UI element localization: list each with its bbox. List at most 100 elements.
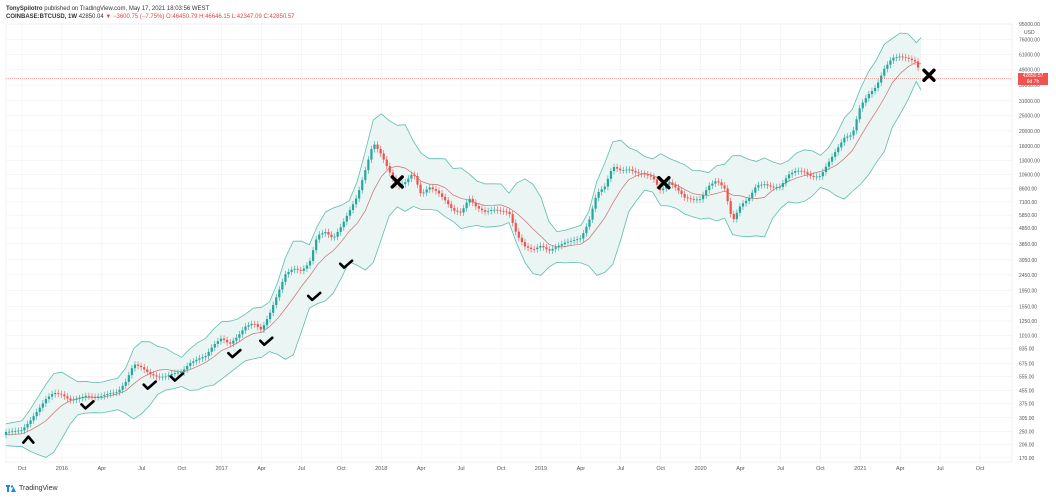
candle-body	[35, 411, 38, 417]
candle-body	[11, 431, 14, 433]
candle-body	[809, 174, 812, 176]
price-tag-value: 42850.57	[1022, 72, 1044, 79]
candle-body	[662, 188, 665, 191]
candle-body	[778, 186, 781, 188]
y-tick-label: 95000.00	[1019, 22, 1040, 28]
candle-body	[281, 281, 284, 290]
y-tick-label: 1010.00	[1019, 334, 1037, 340]
y-tick-label: 835.00	[1019, 347, 1035, 353]
candle-body	[625, 169, 628, 171]
candle-body	[615, 167, 619, 169]
candle-body	[873, 87, 877, 92]
y-tick-label: 7100.00	[1019, 200, 1037, 206]
candle-body	[803, 171, 806, 173]
candle-body	[514, 222, 517, 232]
symbol-label[interactable]: COINBASE:BTCUSD, 1W	[6, 14, 78, 20]
candle-body	[324, 232, 327, 234]
y-tick-label: 675.00	[1019, 361, 1035, 367]
x-tick-label: Oct	[337, 466, 346, 472]
bollinger-upper-band	[5, 32, 922, 425]
candle-body	[772, 186, 775, 188]
candle-body	[164, 376, 167, 378]
candle-body	[465, 202, 468, 209]
x-tick-label: Oct	[177, 466, 186, 472]
candle-body	[907, 57, 910, 59]
candle-body	[852, 130, 855, 136]
candle-body	[493, 209, 496, 211]
candle-body	[738, 206, 742, 213]
candle-body	[904, 57, 907, 58]
candle-body	[447, 200, 450, 205]
candle-body	[437, 190, 441, 194]
candle-body	[686, 197, 689, 199]
candle-body	[219, 338, 223, 342]
candle-body	[75, 399, 78, 400]
candle-body	[133, 364, 137, 369]
x-marker	[390, 175, 404, 189]
candle-body	[557, 245, 560, 248]
candle-body	[57, 392, 60, 394]
y-tick-label: 555.00	[1019, 375, 1035, 381]
candle-body	[600, 189, 603, 192]
candle-body	[354, 198, 358, 205]
candle-body	[14, 430, 17, 432]
x-tick-label: Oct	[497, 466, 506, 472]
candle-body	[471, 198, 474, 203]
candle-body	[213, 343, 216, 348]
candle-body	[29, 420, 32, 425]
candle-body	[364, 170, 367, 181]
bollinger-band-fill	[6, 33, 921, 458]
x-tick-label: Apr	[577, 466, 586, 472]
candle-body	[462, 208, 465, 213]
candle-body	[186, 365, 189, 370]
candle-body	[551, 248, 554, 251]
publisher-name[interactable]: TonySpilotro	[6, 6, 43, 12]
y-tick-label: 250.00	[1019, 429, 1035, 435]
x-tick-label: 2018	[375, 466, 387, 472]
candle-body	[840, 142, 843, 148]
x-tick-label: Apr	[257, 466, 266, 472]
x-tick-label: 2016	[56, 466, 68, 472]
candle-body	[517, 231, 520, 238]
candle-body	[864, 98, 867, 103]
candle-body	[483, 210, 487, 212]
y-tick-label: 13000.00	[1019, 158, 1040, 164]
candle-body	[695, 199, 699, 201]
candle-body	[754, 187, 757, 193]
candle-body	[834, 152, 837, 157]
candle-body	[781, 183, 785, 187]
candle-body	[680, 190, 683, 195]
candle-body	[566, 241, 570, 243]
candle-body	[701, 195, 705, 200]
y-tick-label: 1250.00	[1019, 319, 1037, 325]
candle-body	[748, 197, 751, 201]
candle-body	[523, 242, 527, 247]
candle-body	[308, 260, 312, 266]
candle-body	[892, 57, 895, 61]
footer-brand[interactable]: TradingView	[6, 485, 58, 492]
last-price: 42850.04	[78, 14, 104, 20]
check-marker	[338, 259, 354, 270]
candle-body	[103, 395, 106, 397]
candle-body	[588, 219, 591, 227]
candle-body	[505, 211, 508, 213]
candle-body	[333, 236, 336, 238]
candle-body	[683, 194, 686, 198]
candle-body	[431, 187, 434, 190]
candle-body	[351, 204, 355, 211]
candle-body	[299, 269, 302, 271]
ohlc-open: O:46450.79	[166, 14, 198, 20]
candle-body	[4, 432, 8, 435]
ohlc-close: C:42850.57	[263, 14, 295, 20]
candle-body	[490, 210, 493, 211]
candle-body	[877, 82, 880, 88]
candle-body	[846, 136, 849, 138]
candle-body	[668, 182, 671, 185]
ohlc-high: H:46646.15	[199, 14, 231, 20]
published-text: published on TradingView.com, May 17, 20…	[44, 6, 210, 12]
candle-body	[800, 170, 803, 172]
candle-body	[87, 395, 91, 397]
y-tick-label: 76000.00	[1019, 37, 1040, 43]
candle-body	[345, 215, 348, 222]
